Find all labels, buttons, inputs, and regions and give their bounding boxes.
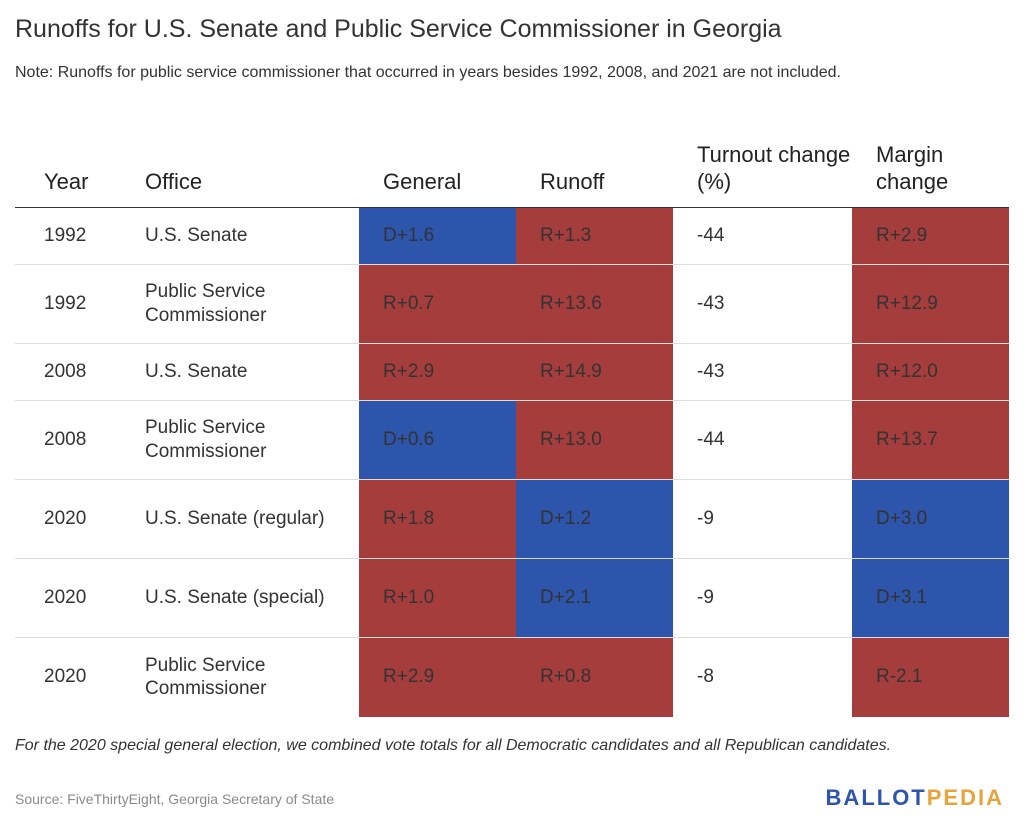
cell-margin: D+3.1	[852, 558, 1009, 638]
col-header-runoff: Runoff	[516, 125, 673, 208]
cell-margin: D+3.0	[852, 479, 1009, 559]
table-row: 2020 U.S. Senate (regular) R+1.8 D+1.2 -9 D+3…	[15, 479, 1009, 559]
cell-general: R+2.9	[359, 637, 516, 717]
cell-year: 1992	[44, 293, 87, 315]
cell-year: 2020	[44, 508, 87, 530]
cell-general: R+2.9	[359, 343, 516, 401]
chart-note: Note: Runoffs for public service commiss…	[15, 64, 841, 81]
table-row: 2008 Public Service Commissioner D+0.6 R+13…	[15, 400, 1009, 480]
cell-margin: R+12.0	[852, 343, 1009, 401]
cell-runoff: R+14.9	[516, 343, 673, 401]
table-row: 2020 Public Service Commissioner R+2.9 R+0.…	[15, 637, 1009, 717]
cell-general: R+0.7	[359, 264, 516, 344]
table-body: 1992 U.S. Senate D+1.6 R+1.3 -44 R+2.9 1992 Pub…	[15, 207, 1009, 717]
cell-runoff: R+13.0	[516, 400, 673, 480]
table-row: 1992 U.S. Senate D+1.6 R+1.3 -44 R+2.9	[15, 207, 1009, 265]
cell-general: D+1.6	[359, 207, 516, 265]
cell-turnout: -44	[697, 429, 725, 451]
cell-margin: R+12.9	[852, 264, 1009, 344]
cell-runoff: D+1.2	[516, 479, 673, 559]
cell-runoff: R+13.6	[516, 264, 673, 344]
logo-part-pedia: PEDIA	[926, 785, 1004, 810]
cell-runoff: R+0.8	[516, 637, 673, 717]
cell-year: 2008	[44, 361, 87, 383]
cell-general: D+0.6	[359, 400, 516, 480]
cell-office: Public Service Commissioner	[145, 417, 267, 462]
cell-office: U.S. Senate	[145, 225, 248, 247]
footnote: For the 2020 special general election, w…	[15, 737, 892, 754]
cell-margin: R+2.9	[852, 207, 1009, 265]
table-row: 2008 U.S. Senate R+2.9 R+14.9 -43 R+12.0	[15, 343, 1009, 401]
cell-runoff: D+2.1	[516, 558, 673, 638]
col-header-general: General	[359, 125, 516, 208]
ballotpedia-logo: BALLOTPEDIA	[826, 785, 1004, 811]
results-table: Year Office General Runoff Turnout chang…	[15, 125, 1009, 717]
cell-turnout: -9	[697, 587, 714, 609]
cell-general: R+1.8	[359, 479, 516, 559]
cell-turnout: -43	[697, 293, 725, 315]
cell-year: 2020	[44, 666, 87, 688]
cell-turnout: -44	[697, 225, 725, 247]
cell-year: 2008	[44, 429, 87, 451]
cell-office: Public Service Commissioner	[145, 281, 267, 326]
cell-year: 2020	[44, 587, 87, 609]
logo-part-ballot: BALLOT	[825, 785, 927, 810]
col-header-turnout: Turnout change (%)	[673, 125, 852, 208]
cell-office: U.S. Senate	[145, 361, 248, 383]
cell-runoff: R+1.3	[516, 207, 673, 265]
header-row: Year Office General Runoff Turnout chang…	[15, 125, 1009, 208]
cell-turnout: -9	[697, 508, 714, 530]
table-row: 2020 U.S. Senate (special) R+1.0 D+2.1 -9 D+3…	[15, 558, 1009, 638]
cell-office: Public Service Commissioner	[145, 654, 267, 700]
col-header-office: Office	[138, 125, 359, 208]
cell-turnout: -8	[697, 666, 714, 688]
cell-margin: R+13.7	[852, 400, 1009, 480]
source-line: Source: FiveThirtyEight, Georgia Secreta…	[15, 791, 335, 807]
table-row: 1992 Public Service Commissioner R+0.7 R+13…	[15, 264, 1009, 344]
cell-office: U.S. Senate (regular)	[145, 508, 325, 530]
col-header-margin: Margin change	[852, 125, 1009, 208]
cell-general: R+1.0	[359, 558, 516, 638]
chart-title: Runoffs for U.S. Senate and Public Servi…	[15, 15, 782, 43]
cell-turnout: -43	[697, 361, 725, 383]
cell-year: 1992	[44, 225, 87, 247]
cell-office: U.S. Senate (special)	[145, 587, 325, 609]
col-header-year: Year	[15, 125, 138, 208]
cell-margin: R-2.1	[852, 637, 1009, 717]
